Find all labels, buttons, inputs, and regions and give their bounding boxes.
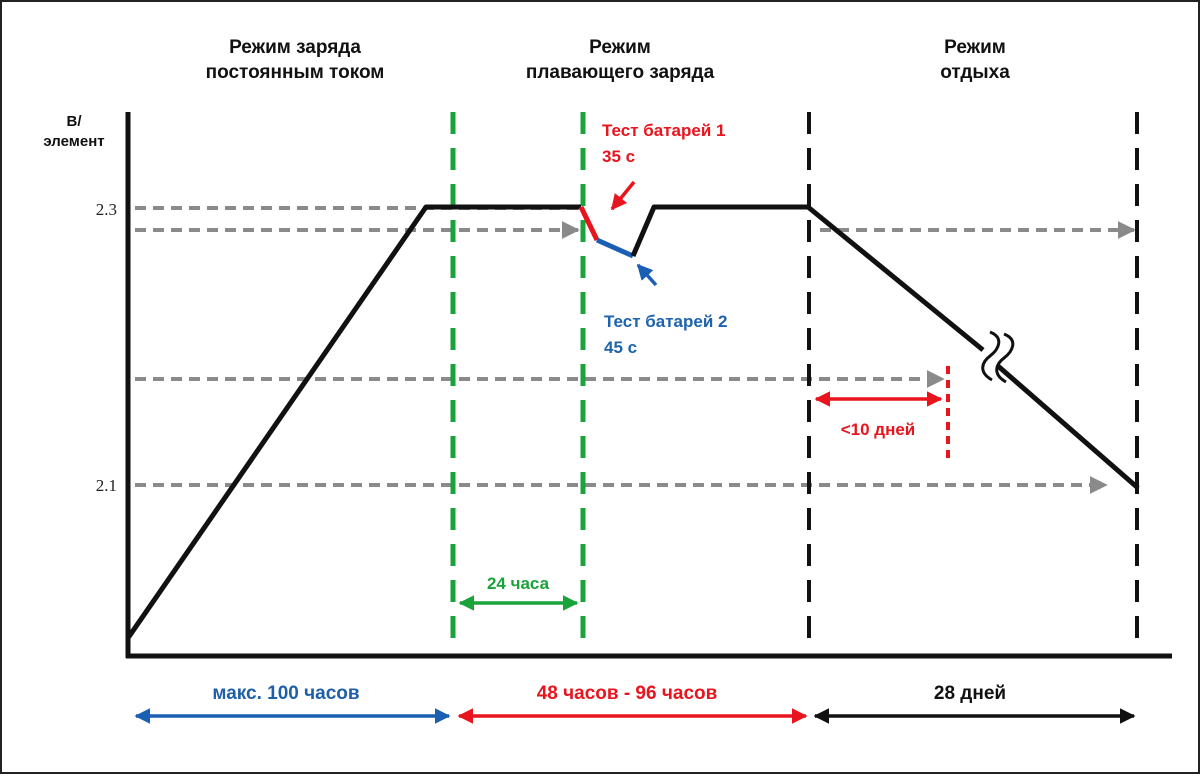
header-rest-line1: Режим (944, 37, 1006, 58)
header-constant-current-line1: Режим заряда (229, 37, 361, 58)
interval-24h-label: 24 часа (487, 574, 550, 593)
duration-constant-current-label: макс. 100 часов (212, 683, 359, 704)
header-rest-line2: отдыха (940, 62, 1010, 83)
duration-float-label: 48 часов - 96 часов (537, 683, 718, 704)
voltage-curve-test2 (595, 237, 635, 259)
voltage-curve-rest-tail (996, 364, 1140, 490)
voltage-curve-test1 (578, 205, 600, 242)
rest-limit-label: <10 дней (841, 420, 916, 439)
duration-rest-label: 28 дней (934, 683, 1006, 704)
axis-break-symbol-a (981, 330, 1001, 382)
y-tick-2-3: 2.3 (96, 200, 117, 219)
test2-label-line1: Тест батарей 2 (604, 312, 727, 331)
axis-break-symbol-b (995, 332, 1015, 384)
test2-label-line2: 45 с (604, 338, 637, 357)
test1-label-line1: Тест батарей 1 (602, 121, 725, 140)
y-axis-label-line2: элемент (43, 133, 104, 150)
test1-pointer-arrow (610, 180, 636, 211)
header-float-line1: Режим (589, 37, 651, 58)
test1-label-line2: 35 с (602, 147, 635, 166)
header-float-line2: плавающего заряда (526, 62, 715, 83)
y-tick-2-1: 2.1 (96, 476, 117, 495)
voltage-curve-charge (125, 204, 581, 640)
y-axis-label-line1: В/ (67, 113, 83, 130)
voltage-curve-float-rest (630, 204, 985, 352)
header-constant-current-line2: постоянным током (206, 62, 385, 83)
test2-pointer-arrow (636, 263, 658, 287)
